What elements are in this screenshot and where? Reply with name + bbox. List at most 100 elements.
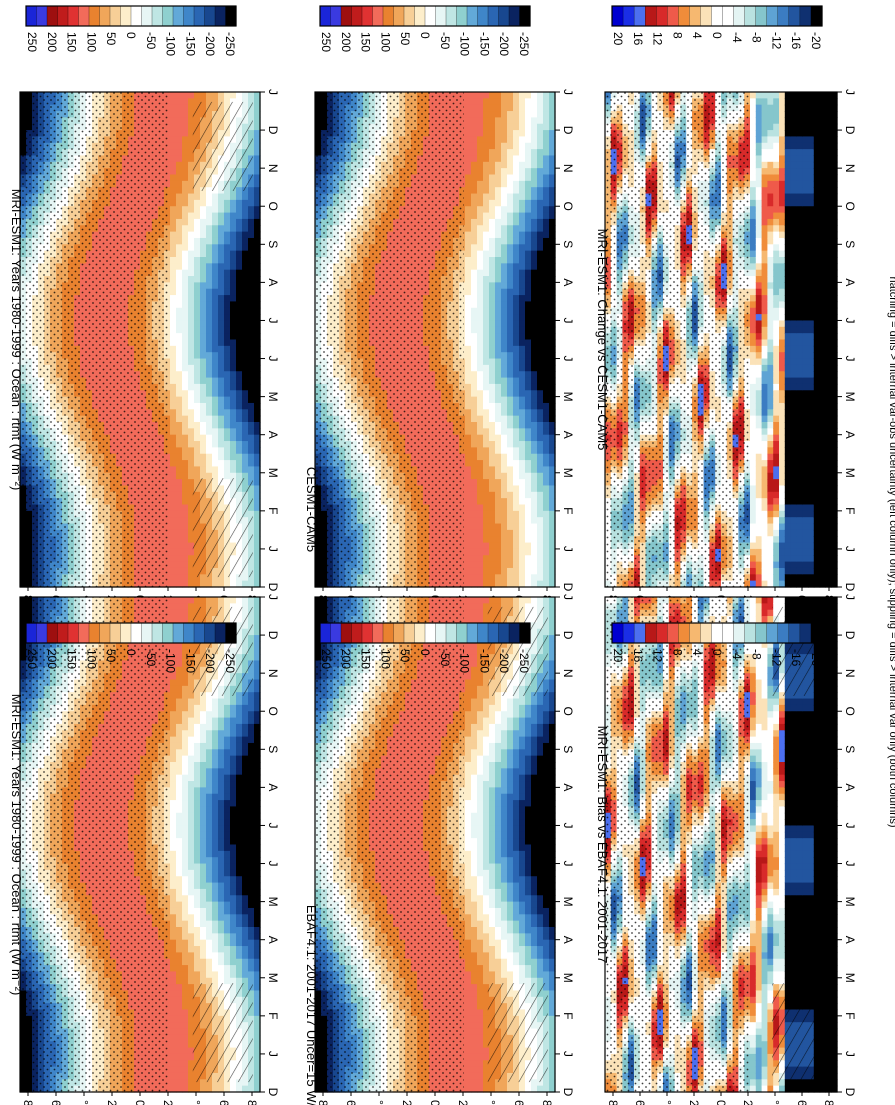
heatmap-cell — [206, 276, 213, 283]
heatmap-cell — [230, 460, 237, 467]
heatmap-cell — [194, 213, 201, 220]
heatmap-cell — [194, 346, 201, 353]
heatmap-cell — [242, 289, 249, 296]
heatmap-cell — [170, 149, 177, 156]
heatmap-cell — [212, 92, 219, 99]
heatmap-cell — [170, 485, 177, 492]
heatmap-cell — [236, 397, 243, 404]
heatmap-cell — [212, 289, 219, 296]
heatmap-cell — [170, 187, 177, 194]
heatmap-cell — [170, 270, 177, 277]
heatmap-cell — [218, 232, 225, 239]
heatmap-cell — [182, 435, 189, 442]
heatmap-cell — [170, 168, 177, 175]
heatmap-cell — [218, 352, 225, 359]
colorbar-label: -50 — [144, 32, 158, 50]
heatmap-cell — [182, 143, 189, 150]
colorbar-label: -250 — [223, 32, 237, 56]
heatmap-cell — [230, 320, 237, 327]
heatmap-cell — [212, 327, 219, 334]
heatmap-cell — [224, 225, 231, 232]
heatmap-cell — [188, 282, 195, 289]
heatmap-cell — [182, 530, 189, 537]
heatmap-cell — [194, 390, 201, 397]
heatmap-cell — [206, 289, 213, 296]
heatmap-cell — [218, 270, 225, 277]
heatmap-cell — [212, 371, 219, 378]
heatmap-cell — [182, 333, 189, 340]
heatmap-cell — [170, 181, 177, 188]
heatmap-cell — [170, 301, 177, 308]
heatmap-cell — [224, 213, 231, 220]
heatmap-cell — [194, 238, 201, 245]
heatmap-cell — [176, 187, 183, 194]
heatmap-cell — [212, 390, 219, 397]
heatmap-cell — [230, 435, 237, 442]
heatmap-cell — [224, 416, 231, 423]
heatmap-cell — [206, 390, 213, 397]
heatmap-cell — [230, 428, 237, 435]
heatmap-cell — [188, 365, 195, 372]
heatmap-cell — [248, 295, 255, 302]
heatmap-cell — [230, 447, 237, 454]
month-label: D — [266, 126, 280, 135]
heatmap-cell — [176, 384, 183, 391]
heatmap-cell — [182, 308, 189, 315]
heatmap-cell — [224, 365, 231, 372]
colorbar-label: 200 — [45, 32, 59, 52]
heatmap-cell — [248, 454, 255, 461]
heatmap-cell — [224, 295, 231, 302]
heatmap-cell — [224, 308, 231, 315]
heatmap-cell — [224, 314, 231, 321]
heatmap-cell — [170, 289, 177, 296]
heatmap-cell — [218, 384, 225, 391]
heatmap-cell — [224, 244, 231, 251]
heatmap-cell — [236, 320, 243, 327]
heatmap-cell — [200, 466, 207, 473]
heatmap-cell — [170, 194, 177, 201]
heatmap-cell — [182, 384, 189, 391]
heatmap-cell — [182, 517, 189, 524]
heatmap-cell — [242, 263, 249, 270]
heatmap-cell — [248, 340, 255, 347]
heatmap-cell — [176, 232, 183, 239]
heatmap-cell — [242, 460, 249, 467]
heatmap-cell — [176, 498, 183, 505]
hatching — [193, 478, 253, 577]
heatmap-cell — [182, 162, 189, 169]
heatmap-cell — [188, 251, 195, 258]
heatmap-cell — [206, 378, 213, 385]
heatmap-cell — [206, 213, 213, 220]
heatmap-cell — [182, 568, 189, 575]
heatmap-cell — [194, 276, 201, 283]
heatmap-cell — [218, 378, 225, 385]
heatmap-cell — [206, 295, 213, 302]
heatmap-cell — [212, 466, 219, 473]
colorbar-swatch — [215, 6, 226, 26]
heatmap-cell — [206, 352, 213, 359]
heatmap-cell — [188, 244, 195, 251]
heatmap-cell — [170, 340, 177, 347]
heatmap-cell — [194, 466, 201, 473]
heatmap-cell — [200, 276, 207, 283]
heatmap-cell — [206, 416, 213, 423]
heatmap-cell — [170, 466, 177, 473]
heatmap-cell — [224, 194, 231, 201]
heatmap-cell — [182, 219, 189, 226]
heatmap-cell — [188, 194, 195, 201]
heatmap-cell — [182, 276, 189, 283]
heatmap-cell — [230, 238, 237, 245]
heatmap-cell — [170, 346, 177, 353]
heatmap-cell — [248, 276, 255, 283]
heatmap-cell — [188, 92, 195, 99]
heatmap-cell — [230, 390, 237, 397]
heatmap-cell — [188, 200, 195, 207]
heatmap-cell — [170, 162, 177, 169]
heatmap-cell — [176, 308, 183, 315]
heatmap-cell — [182, 181, 189, 188]
heatmap-cell — [188, 435, 195, 442]
heatmap-cell — [170, 574, 177, 581]
heatmap-cell — [218, 333, 225, 340]
heatmap-cell — [170, 536, 177, 543]
heatmap-cell — [236, 422, 243, 429]
